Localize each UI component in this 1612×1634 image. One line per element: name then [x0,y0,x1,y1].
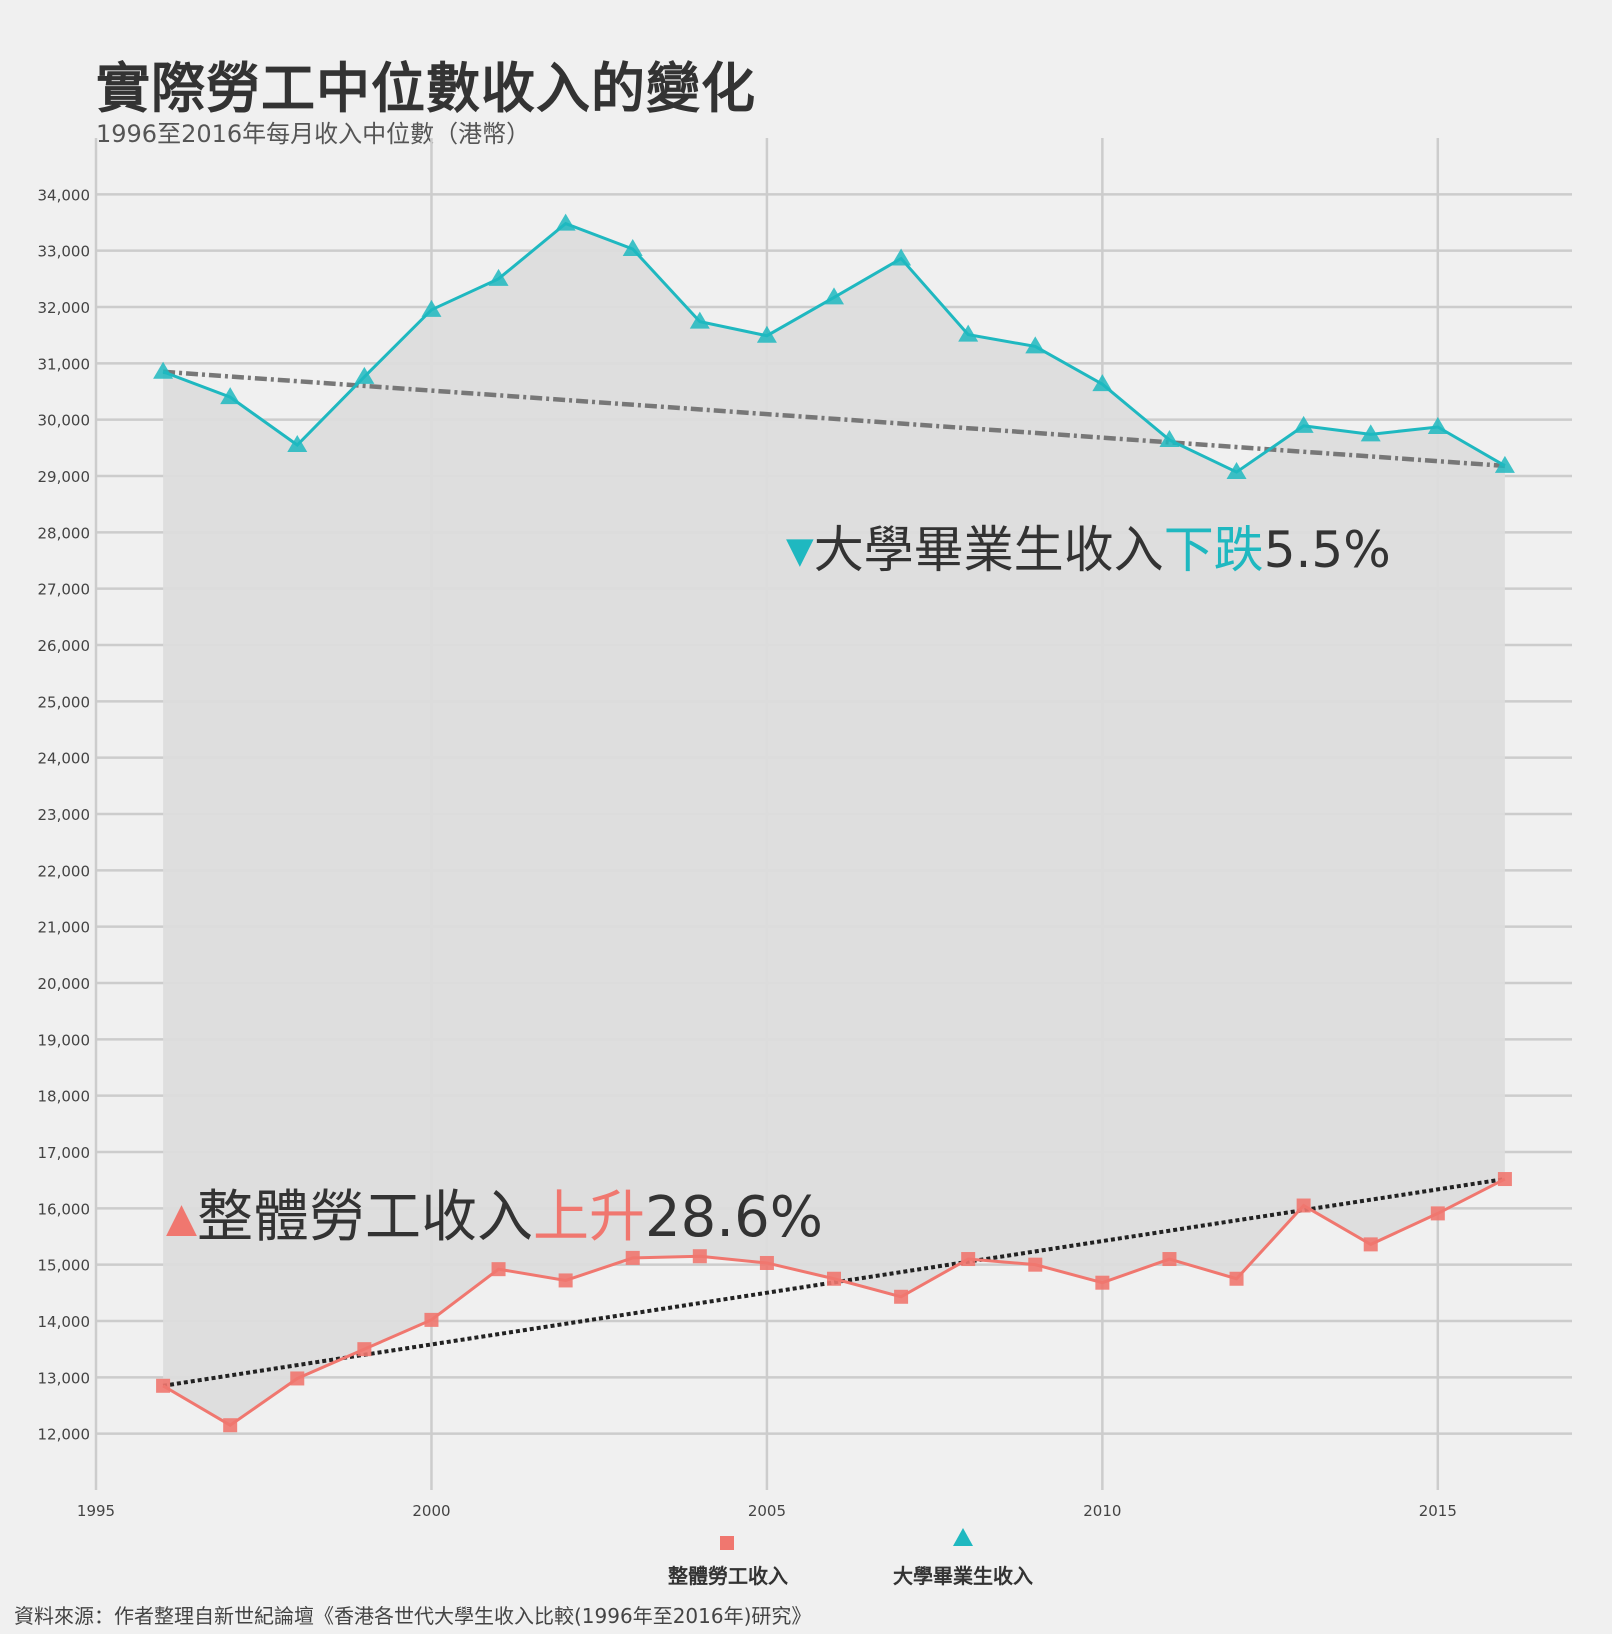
graduate-point [354,366,375,384]
graduate-point [421,299,442,317]
y-tick-label: 29,000 [38,468,91,486]
graduate-point [1427,416,1448,434]
graduate-point [689,311,710,329]
overall-point [1296,1198,1311,1213]
overall-point [558,1273,573,1288]
overall-annotation-value: 28.6% [645,1185,823,1250]
y-tick-label: 15,000 [38,1257,91,1275]
legend-square-icon [720,1536,734,1550]
graduate-annotation-highlight: 下跌 [1163,521,1264,579]
graduate-point [488,268,509,286]
graduate-point [1360,424,1381,442]
graduate-point [958,324,979,342]
overall-point [961,1252,976,1267]
overall-point [424,1312,439,1327]
graduate-point [220,387,241,405]
y-tick-label: 18,000 [38,1088,91,1106]
overall-point [357,1342,372,1357]
overall-point [491,1262,506,1277]
y-tick-label: 16,000 [38,1200,91,1218]
trend-lines [162,369,1506,1388]
y-tick-label: 26,000 [38,637,91,655]
overall-annotation-highlight: 上升 [533,1185,646,1250]
y-tick-label: 25,000 [38,693,91,711]
x-tick-label: 2005 [748,1502,786,1520]
overall-trend-line [162,1177,1506,1388]
graduate-trend-line [162,369,1506,469]
chart-title: 實際勞工中位數收入的變化 [96,57,756,120]
overall-point [290,1371,305,1386]
source-note: 資料來源：作者整理自新世紀論壇《香港各世代大學生收入比較(1996年至2016年… [14,1604,812,1628]
y-tick-label: 21,000 [38,919,91,937]
overall-point [827,1271,841,1286]
overall-point [1497,1172,1512,1187]
axis-ticks: 12,000 13,000 14,000 15,000 16,000 17,000 18,0… [38,186,1457,1520]
y-tick-label: 34,000 [38,186,91,204]
y-tick-label: 20,000 [38,975,91,993]
legend-label-overall: 整體勞工收入 [668,1564,788,1588]
x-tick-label: 1995 [77,1502,115,1520]
graduate-point [756,325,777,343]
y-tick-label: 30,000 [38,412,91,430]
overall-point [1095,1275,1110,1290]
y-tick-label: 31,000 [38,355,91,373]
legend-markers [720,1528,973,1550]
overall-point [223,1418,238,1433]
overall-point [1162,1252,1177,1267]
legend-triangle-icon [953,1528,973,1546]
y-tick-label: 33,000 [38,243,91,261]
graduate-annotation-text: 大學畢業生收入 [813,521,1164,579]
overall-point [1430,1206,1445,1221]
graduate-point [1226,462,1247,480]
graduate-point [1025,336,1046,354]
x-tick-label: 2015 [1419,1502,1457,1520]
y-tick-label: 28,000 [38,524,91,542]
graduate-annotation: ▼大學畢業生收入下跌5.5% [786,510,1391,582]
overall-annotation: ▲整體勞工收入上升28.6% [166,1172,823,1253]
y-tick-label: 23,000 [38,806,91,824]
overall-point [1028,1257,1043,1272]
y-tick-label: 22,000 [38,862,91,880]
y-tick-label: 27,000 [38,581,91,599]
graduate-point [622,238,643,256]
graduate-point [153,361,174,379]
graduate-point [287,435,308,453]
y-tick-label: 32,000 [38,299,91,317]
overall-point [894,1289,909,1304]
overall-point [625,1250,640,1265]
series-markers [153,213,1515,1433]
y-tick-label: 24,000 [38,750,91,768]
y-tick-label: 17,000 [38,1144,91,1162]
overall-point [759,1255,774,1270]
graduate-point [1092,374,1113,392]
graduate-point [1293,415,1314,433]
overall-point [1229,1271,1244,1286]
up-triangle-icon: ▲ [166,1194,198,1242]
graduate-annotation-value: 5.5% [1263,521,1391,579]
overall-point [692,1249,707,1264]
x-tick-label: 2000 [412,1502,450,1520]
overall-annotation-text: 整體勞工收入 [197,1185,534,1250]
graduate-point [891,248,912,266]
graduate-point [824,287,844,305]
between-series-area [163,223,1505,1426]
legend-label-graduate: 大學畢業生收入 [893,1564,1033,1588]
chart-subtitle: 1996至2016年每月收入中位數（港幣） [96,120,531,148]
overall-point [156,1378,171,1393]
graduate-point [1159,429,1180,447]
y-tick-label: 12,000 [38,1426,91,1444]
overall-point [1363,1237,1378,1252]
x-tick-label: 2010 [1083,1502,1121,1520]
y-tick-label: 13,000 [38,1369,91,1387]
graduate-point [1494,455,1515,473]
graduate-point [555,213,576,231]
down-triangle-icon: ▼ [786,530,814,572]
y-tick-label: 19,000 [38,1031,91,1049]
y-tick-label: 14,000 [38,1313,91,1331]
area-fill [163,223,1505,1426]
